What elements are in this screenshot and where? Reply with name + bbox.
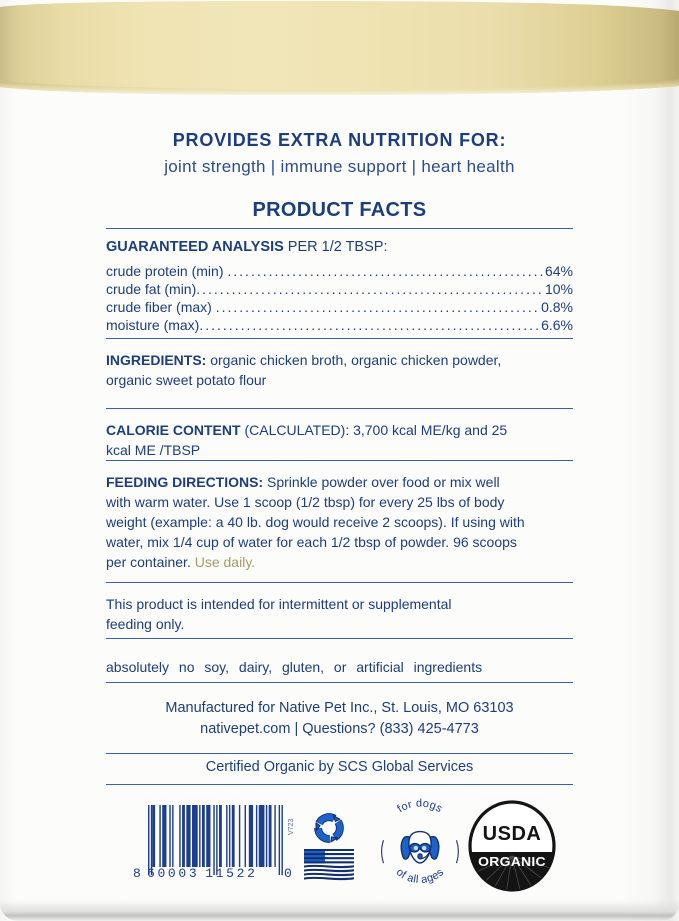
- svg-text:of all ages: of all ages: [394, 866, 447, 886]
- svg-text:ORGANIC: ORGANIC: [478, 855, 546, 869]
- svg-text:for dogs: for dogs: [395, 797, 444, 815]
- svg-text:USDA: USDA: [483, 823, 542, 845]
